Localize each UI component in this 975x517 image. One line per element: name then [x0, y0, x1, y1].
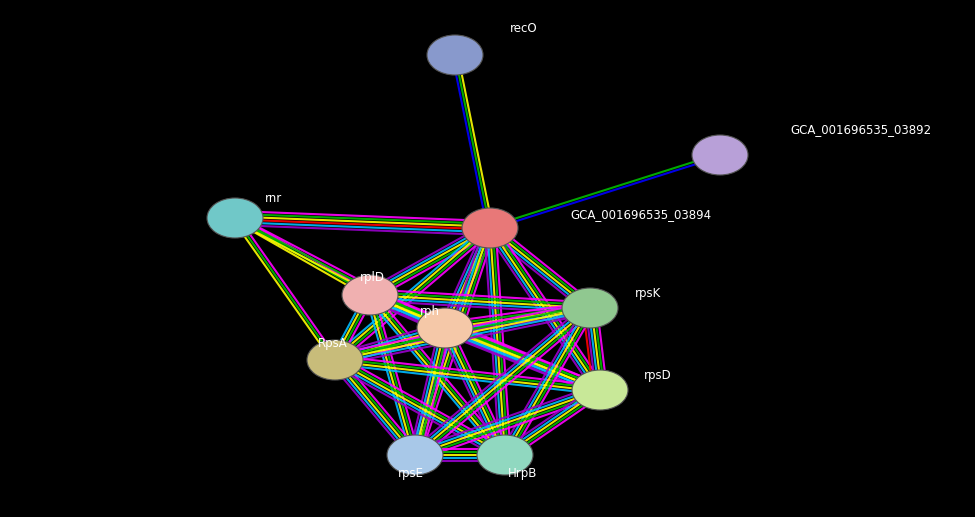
Ellipse shape: [572, 370, 628, 410]
Ellipse shape: [387, 435, 443, 475]
Ellipse shape: [207, 198, 263, 238]
Text: RpsA: RpsA: [318, 338, 348, 351]
Text: rph: rph: [420, 306, 440, 318]
Text: rpsK: rpsK: [635, 287, 661, 300]
Text: rplD: rplD: [360, 271, 385, 284]
Ellipse shape: [562, 288, 618, 328]
Ellipse shape: [692, 135, 748, 175]
Text: rpsD: rpsD: [644, 370, 672, 383]
Text: HrpB: HrpB: [508, 466, 537, 479]
Text: rpsE: rpsE: [398, 466, 424, 479]
Ellipse shape: [417, 308, 473, 348]
Ellipse shape: [342, 275, 398, 315]
Ellipse shape: [307, 340, 363, 380]
Text: GCA_001696535_03894: GCA_001696535_03894: [570, 208, 711, 221]
Text: GCA_001696535_03892: GCA_001696535_03892: [790, 124, 931, 136]
Text: recO: recO: [510, 22, 537, 35]
Text: rnr: rnr: [265, 191, 282, 205]
Ellipse shape: [477, 435, 533, 475]
Ellipse shape: [427, 35, 483, 75]
Ellipse shape: [462, 208, 518, 248]
